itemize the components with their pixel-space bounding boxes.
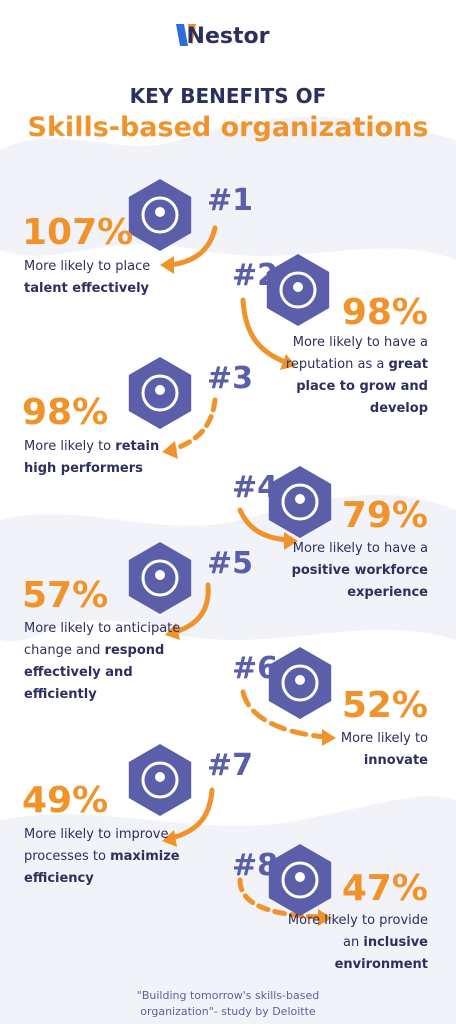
subtitle: Skills-based organizations bbox=[27, 112, 429, 143]
description-text: More likely to bbox=[24, 439, 112, 454]
description: More likely to improve processes to maxi… bbox=[24, 824, 184, 890]
description-text: More likely to improve processes to bbox=[24, 827, 169, 864]
rank: #6 bbox=[232, 651, 279, 686]
description: More likely to have a positive workforce… bbox=[278, 538, 428, 604]
stat: 47% bbox=[341, 868, 428, 909]
icon bbox=[141, 374, 179, 412]
logo: Nestor bbox=[186, 24, 270, 49]
icon bbox=[155, 772, 165, 782]
icon bbox=[295, 494, 305, 504]
rank: #7 bbox=[207, 748, 254, 783]
rank: #5 bbox=[207, 546, 254, 581]
icon bbox=[295, 675, 305, 685]
description-strong: great place to grow and develop bbox=[296, 357, 428, 416]
footer: "Building tomorrow's skills-based organi… bbox=[0, 988, 456, 1020]
description-text: More likely to anticipate change and bbox=[24, 621, 181, 658]
rank: #8 bbox=[232, 848, 279, 883]
description-strong: innovate bbox=[363, 753, 428, 768]
description-strong: maximize efficiency bbox=[24, 849, 180, 886]
icon bbox=[295, 872, 305, 882]
icon bbox=[155, 385, 165, 395]
description: More likely to provide an inclusive envi… bbox=[278, 910, 428, 976]
stat: 79% bbox=[341, 495, 428, 536]
description-strong: positive workforce experience bbox=[291, 563, 428, 600]
description: More likely to retain high performers bbox=[24, 436, 184, 480]
icon bbox=[281, 483, 319, 521]
icon bbox=[155, 570, 165, 580]
rank: #1 bbox=[207, 183, 254, 218]
description-strong: inclusive environment bbox=[334, 935, 428, 972]
description-text: More likely to provide an bbox=[287, 913, 428, 950]
rank: #3 bbox=[207, 361, 254, 396]
description-strong: talent effectively bbox=[24, 281, 150, 296]
description: More likely to place talent effectively bbox=[24, 256, 184, 300]
rank: #4 bbox=[232, 470, 279, 505]
icon bbox=[141, 196, 179, 234]
icon bbox=[141, 559, 179, 597]
description-text: More likely to have a bbox=[292, 541, 428, 556]
icon bbox=[141, 761, 179, 799]
stat: 49% bbox=[22, 780, 109, 821]
title: KEY BENEFITS OF bbox=[129, 84, 327, 108]
description-text: More likely to bbox=[340, 731, 428, 746]
stat: 98% bbox=[341, 292, 428, 333]
icon bbox=[281, 664, 319, 702]
rank: #2 bbox=[232, 258, 279, 293]
description: More likely to innovate bbox=[278, 728, 428, 772]
stat: 57% bbox=[22, 575, 109, 616]
description-strong: retain high performers bbox=[24, 439, 160, 476]
stat: 52% bbox=[341, 685, 428, 726]
icon bbox=[155, 207, 165, 217]
citation: "Building tomorrow's skills-based organi… bbox=[136, 989, 320, 1018]
icon bbox=[293, 282, 303, 292]
description: More likely to have a reputation as a gr… bbox=[278, 332, 428, 420]
stat: 98% bbox=[22, 392, 109, 433]
description-strong: respond effectively and efficiently bbox=[24, 643, 165, 702]
stat: 107% bbox=[22, 212, 134, 253]
description-text: More likely to place bbox=[24, 259, 151, 274]
icon bbox=[279, 271, 317, 309]
icon bbox=[281, 861, 319, 899]
description-text: More likely to have a reputation as a bbox=[285, 335, 428, 372]
description: More likely to anticipate change and res… bbox=[24, 618, 184, 706]
